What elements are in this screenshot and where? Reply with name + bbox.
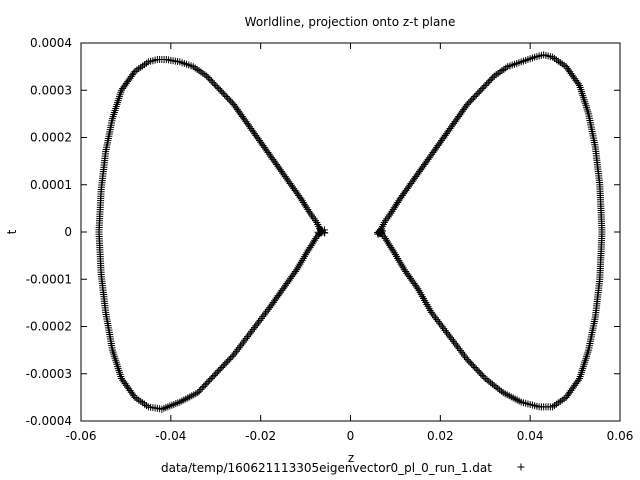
data-point [203, 380, 210, 387]
data-point [476, 88, 483, 95]
data-point [468, 96, 475, 103]
data-point [197, 386, 204, 393]
data-point [223, 93, 230, 100]
data-point [467, 359, 474, 366]
data-point [206, 377, 213, 384]
chart-title: Worldline, projection onto z-t plane [245, 15, 456, 29]
x-tick-label: 0.02 [427, 429, 454, 443]
data-point [470, 362, 477, 369]
data-point [206, 76, 213, 83]
data-point [221, 361, 228, 368]
data-point [486, 77, 493, 84]
data-point [471, 364, 478, 371]
y-axis-label: t [5, 229, 19, 234]
data-point [214, 369, 221, 376]
data-point [467, 98, 474, 105]
data-point [479, 372, 486, 379]
y-tick-label: 0 [64, 225, 72, 239]
data-point [471, 93, 478, 100]
data-point [199, 384, 206, 391]
data-point [480, 373, 487, 380]
data-point [205, 378, 212, 385]
data-point [482, 82, 489, 89]
data-point [473, 366, 480, 373]
data-point [474, 90, 481, 97]
data-point [226, 96, 233, 103]
data-point [223, 359, 230, 366]
data-point [221, 91, 228, 98]
data-point [480, 84, 487, 91]
data-point [218, 364, 225, 371]
x-tick-label: 0.04 [517, 429, 544, 443]
data-point [218, 88, 225, 95]
data-point [211, 80, 218, 87]
data-point [215, 85, 222, 92]
y-tick-label: -0.0002 [26, 320, 72, 334]
data-point [226, 356, 233, 363]
data-point [200, 383, 207, 390]
y-tick-label: -0.0003 [26, 367, 72, 381]
data-point [212, 82, 219, 89]
x-tick-label: -0.02 [245, 429, 276, 443]
data-point [476, 369, 483, 376]
data-point [468, 361, 475, 368]
data-point [227, 98, 234, 105]
data-point [477, 87, 484, 94]
data-point [220, 90, 227, 97]
x-tick-label: -0.04 [155, 429, 186, 443]
legend-marker-symbol [518, 464, 525, 471]
y-tick-label: -0.0001 [26, 272, 72, 286]
y-tick-label: 0.0003 [30, 83, 72, 97]
data-point [224, 358, 231, 365]
data-point [220, 362, 227, 369]
data-points [95, 51, 605, 412]
data-point [488, 76, 495, 83]
y-tick-label: 0.0001 [30, 178, 72, 192]
x-tick-label: 0 [347, 429, 355, 443]
data-point [217, 87, 224, 94]
x-tick-label: -0.06 [65, 429, 96, 443]
legend-marker [518, 464, 525, 471]
data-point [217, 366, 224, 373]
plot-frame [81, 43, 620, 421]
x-tick-label: 0.06 [607, 429, 634, 443]
data-point [473, 91, 480, 98]
y-tick-label: 0.0004 [30, 36, 72, 50]
data-point [215, 367, 222, 374]
legend-entry-label: data/temp/160621113305eigenvector0_pl_0_… [161, 461, 492, 475]
data-point [224, 95, 231, 102]
data-point [209, 373, 216, 380]
data-point [208, 77, 215, 84]
data-point [212, 370, 219, 377]
data-point [209, 79, 216, 86]
data-point [214, 84, 221, 91]
data-point [477, 370, 484, 377]
data-point [208, 375, 215, 382]
data-point [474, 367, 481, 374]
legend: data/temp/160621113305eigenvector0_pl_0_… [161, 461, 525, 475]
data-point [227, 355, 234, 362]
x-axis: -0.06 -0.04 -0.02 0 0.02 0.04 0.06 [65, 43, 633, 443]
data-point [211, 372, 218, 379]
data-point [470, 95, 477, 102]
y-tick-label: -0.0004 [26, 414, 72, 428]
plot-border [81, 43, 620, 421]
y-tick-label: 0.0002 [30, 131, 72, 145]
data-point [202, 381, 209, 388]
data-point [485, 79, 492, 86]
data-point [483, 80, 490, 87]
data-point [479, 85, 486, 92]
